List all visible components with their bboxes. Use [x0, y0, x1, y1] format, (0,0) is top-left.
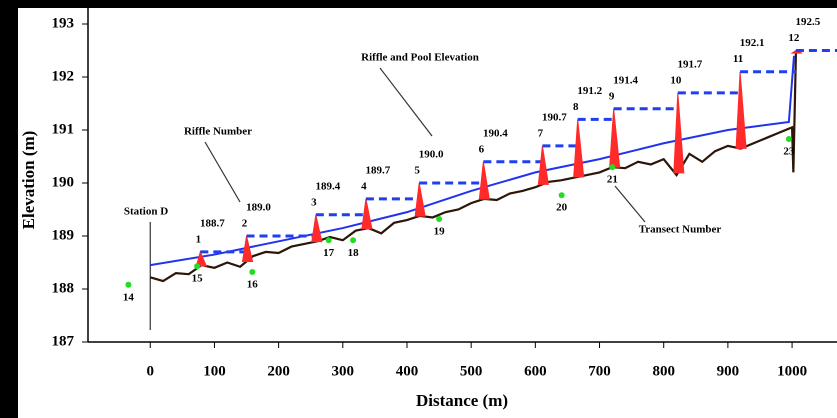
transect-label: 17: [323, 247, 335, 259]
pool-elevation-label: 189.4: [315, 180, 340, 192]
pool-elevation-label: 188.7: [200, 217, 225, 229]
transect-label: 16: [247, 279, 259, 291]
annotation-leader: [379, 67, 433, 137]
transect-point: [249, 269, 256, 276]
x-tick-label: 1000: [777, 363, 807, 379]
riffle-number: 12: [788, 32, 800, 44]
annotation: Station D: [124, 206, 168, 218]
riffle-drop: [537, 145, 549, 185]
transect-label: 14: [123, 291, 135, 303]
pool-elevation-label: 190.0: [419, 149, 444, 161]
x-axis-title: Distance (m): [416, 391, 508, 410]
transect-label: 23: [783, 146, 795, 158]
pool-elevation-label: 189.0: [246, 202, 271, 214]
pool-elevation-label: 191.2: [577, 85, 602, 97]
transect-point: [194, 263, 201, 270]
riffle-number: 9: [609, 90, 615, 102]
annotation-leader: [204, 141, 241, 203]
riffle-number: 3: [311, 196, 317, 208]
x-tick-label: 900: [717, 363, 740, 379]
transect-point: [125, 281, 132, 288]
riffle-number: 10: [670, 74, 682, 86]
riffle-drop: [195, 250, 208, 267]
pool-elevation-label: 191.4: [613, 74, 638, 86]
y-tick-label: 190: [52, 174, 75, 190]
pool-elevation-label: 189.7: [366, 164, 391, 176]
riffle-drop: [361, 198, 373, 230]
transect-point: [350, 237, 357, 244]
x-tick-label: 100: [203, 363, 226, 379]
riffle-drop: [478, 161, 490, 200]
transect-label: 20: [556, 202, 568, 214]
riffle-number: 11: [733, 53, 743, 65]
y-tick-label: 189: [52, 227, 75, 243]
pool-elevation-label: 192.5: [796, 16, 821, 28]
x-tick-label: 0: [147, 363, 155, 379]
y-tick-label: 192: [52, 68, 75, 84]
pool-elevation-label: 191.7: [677, 58, 702, 70]
annotation: Riffle and Pool Elevation: [361, 52, 479, 64]
transect-point: [609, 164, 616, 171]
transect-label: 15: [192, 273, 204, 285]
transect-label: 19: [434, 226, 446, 238]
y-tick-label: 193: [52, 15, 75, 31]
annotation: Transect Number: [639, 224, 722, 236]
x-tick-label: 400: [396, 363, 419, 379]
transect-point: [325, 237, 332, 244]
riffle-drop: [241, 235, 254, 262]
riffle-number: 4: [361, 180, 367, 192]
transect-point: [558, 192, 565, 199]
riffle-drop: [573, 119, 585, 178]
riffle-drop: [673, 92, 685, 174]
riffle-drop: [414, 182, 426, 217]
riffle-drop: [311, 214, 323, 243]
transect-point: [436, 216, 443, 223]
annotation-leader: [614, 185, 646, 223]
x-tick-label: 300: [332, 363, 355, 379]
pool-elevation-label: 190.4: [483, 127, 508, 139]
transect-point: [785, 136, 792, 143]
riffle-drop: [735, 71, 747, 149]
x-tick-label: 700: [588, 363, 611, 379]
pool-elevation-label: 190.7: [542, 111, 567, 123]
y-tick-label: 191: [52, 121, 75, 137]
annotation: Riffle Number: [184, 126, 252, 138]
y-tick-label: 188: [52, 280, 75, 296]
transect-label: 21: [607, 174, 618, 186]
riffle-number: 5: [414, 165, 420, 177]
plot-background: [18, 8, 837, 418]
y-tick-label: 187: [52, 333, 75, 349]
riffle-number: 7: [538, 127, 544, 139]
pool-elevation-label: 192.1: [740, 37, 765, 49]
y-axis-title: Elevation (m): [19, 131, 38, 230]
x-tick-label: 200: [267, 363, 290, 379]
riffle-number: 8: [573, 101, 579, 113]
riffle-number: 1: [196, 233, 202, 245]
x-tick-label: 600: [524, 363, 547, 379]
x-tick-label: 500: [460, 363, 483, 379]
riffle-number: 6: [479, 143, 485, 155]
riffle-number: 2: [242, 218, 248, 230]
x-tick-label: 800: [652, 363, 675, 379]
transect-label: 18: [348, 247, 360, 259]
